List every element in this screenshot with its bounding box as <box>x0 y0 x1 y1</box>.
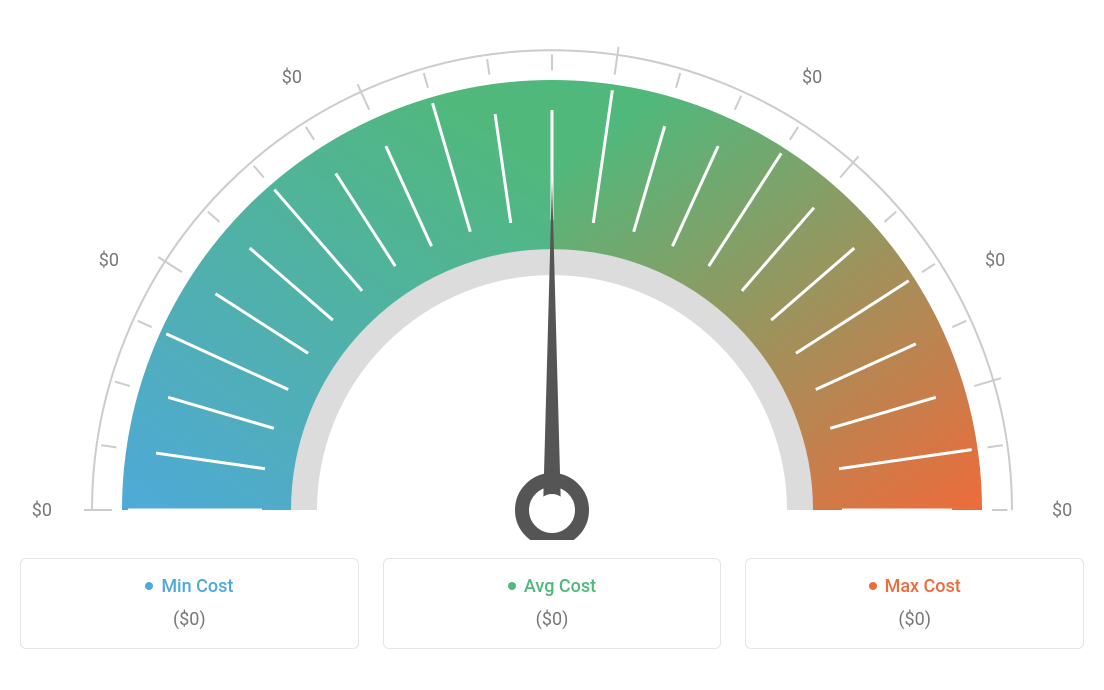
legend-title-max: Max Cost <box>869 576 961 597</box>
legend-label-avg: Avg Cost <box>524 576 596 597</box>
legend-dot-avg <box>508 582 516 590</box>
gauge-tick-label: $0 <box>802 67 822 88</box>
legend-dot-min <box>145 582 153 590</box>
legend-title-avg: Avg Cost <box>508 576 596 597</box>
legend-row: Min Cost ($0) Avg Cost ($0) Max Cost ($0… <box>20 558 1084 649</box>
gauge-tick-label: $0 <box>99 250 119 271</box>
gauge-svg: $0 $0 $0 $0 $0 $0 $0 <box>20 20 1084 540</box>
gauge-chart-container: $0 $0 $0 $0 $0 $0 $0 Min Cost ($0) Avg Cost ($… <box>20 20 1084 649</box>
legend-value-min: ($0) <box>39 609 340 630</box>
legend-title-min: Min Cost <box>145 576 233 597</box>
legend-label-min: Min Cost <box>161 576 233 597</box>
legend-card-max: Max Cost ($0) <box>745 558 1084 649</box>
gauge-tick-label: $0 <box>542 20 562 21</box>
legend-dot-max <box>869 582 877 590</box>
gauge-tick-label: $0 <box>1052 500 1072 521</box>
legend-value-max: ($0) <box>764 609 1065 630</box>
legend-card-min: Min Cost ($0) <box>20 558 359 649</box>
legend-card-avg: Avg Cost ($0) <box>383 558 722 649</box>
gauge-tick-label: $0 <box>985 250 1005 271</box>
gauge-area: $0 $0 $0 $0 $0 $0 $0 <box>20 20 1084 540</box>
gauge-tick-label: $0 <box>32 500 52 521</box>
gauge-tick-label: $0 <box>282 67 302 88</box>
legend-value-avg: ($0) <box>402 609 703 630</box>
legend-label-max: Max Cost <box>885 576 961 597</box>
